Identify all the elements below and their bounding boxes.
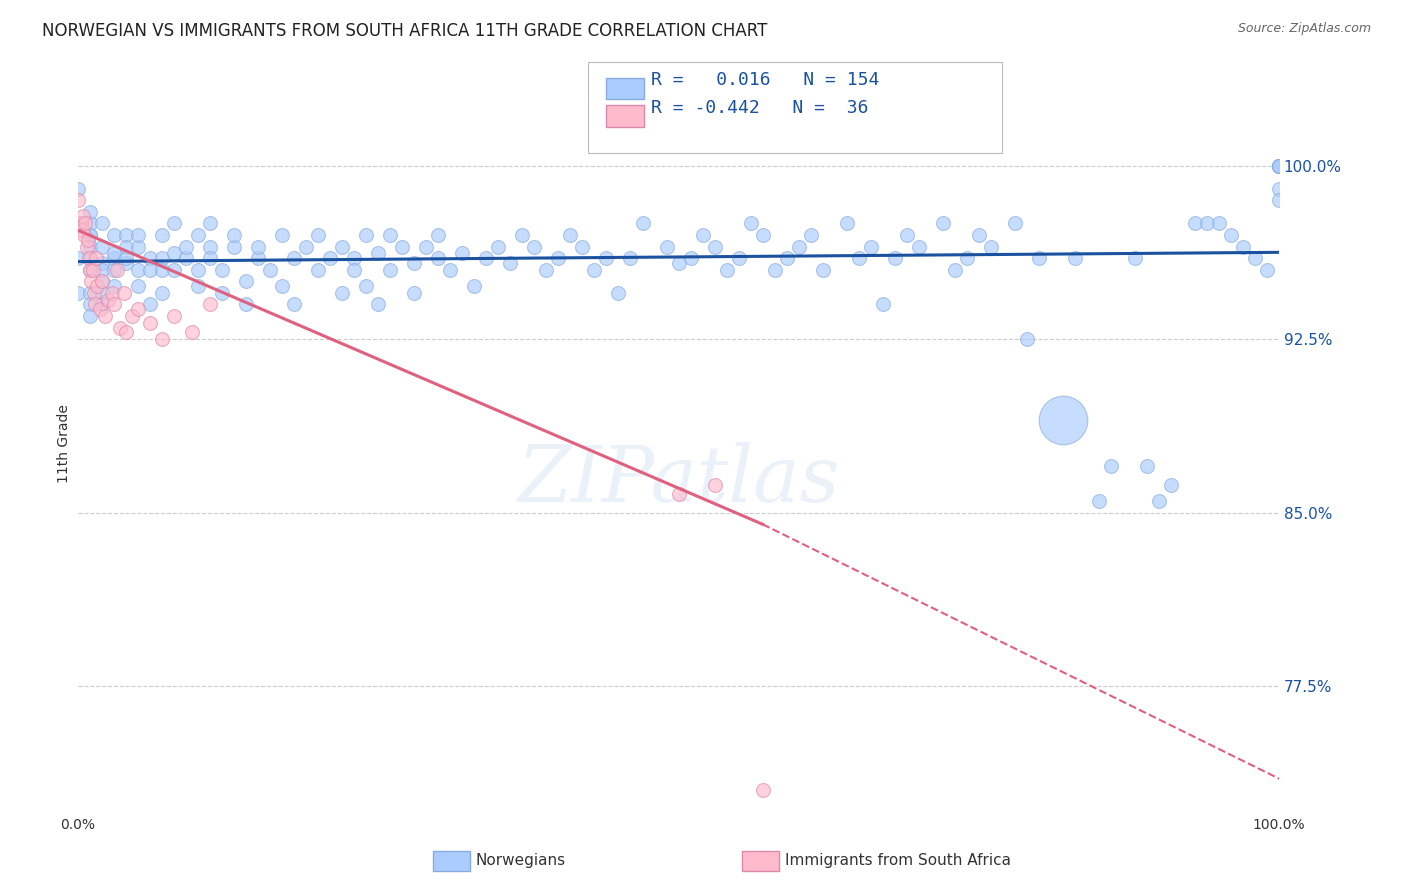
Text: Immigrants from South Africa: Immigrants from South Africa xyxy=(785,854,1011,868)
Text: ZIPatlas: ZIPatlas xyxy=(517,442,839,518)
Text: Source: ZipAtlas.com: Source: ZipAtlas.com xyxy=(1237,22,1371,36)
Text: R = -0.442   N =  36: R = -0.442 N = 36 xyxy=(651,99,869,117)
Y-axis label: 11th Grade: 11th Grade xyxy=(58,404,72,483)
Text: R =   0.016   N = 154: R = 0.016 N = 154 xyxy=(651,70,879,88)
Text: NORWEGIAN VS IMMIGRANTS FROM SOUTH AFRICA 11TH GRADE CORRELATION CHART: NORWEGIAN VS IMMIGRANTS FROM SOUTH AFRIC… xyxy=(42,22,768,40)
Text: Norwegians: Norwegians xyxy=(475,854,565,868)
